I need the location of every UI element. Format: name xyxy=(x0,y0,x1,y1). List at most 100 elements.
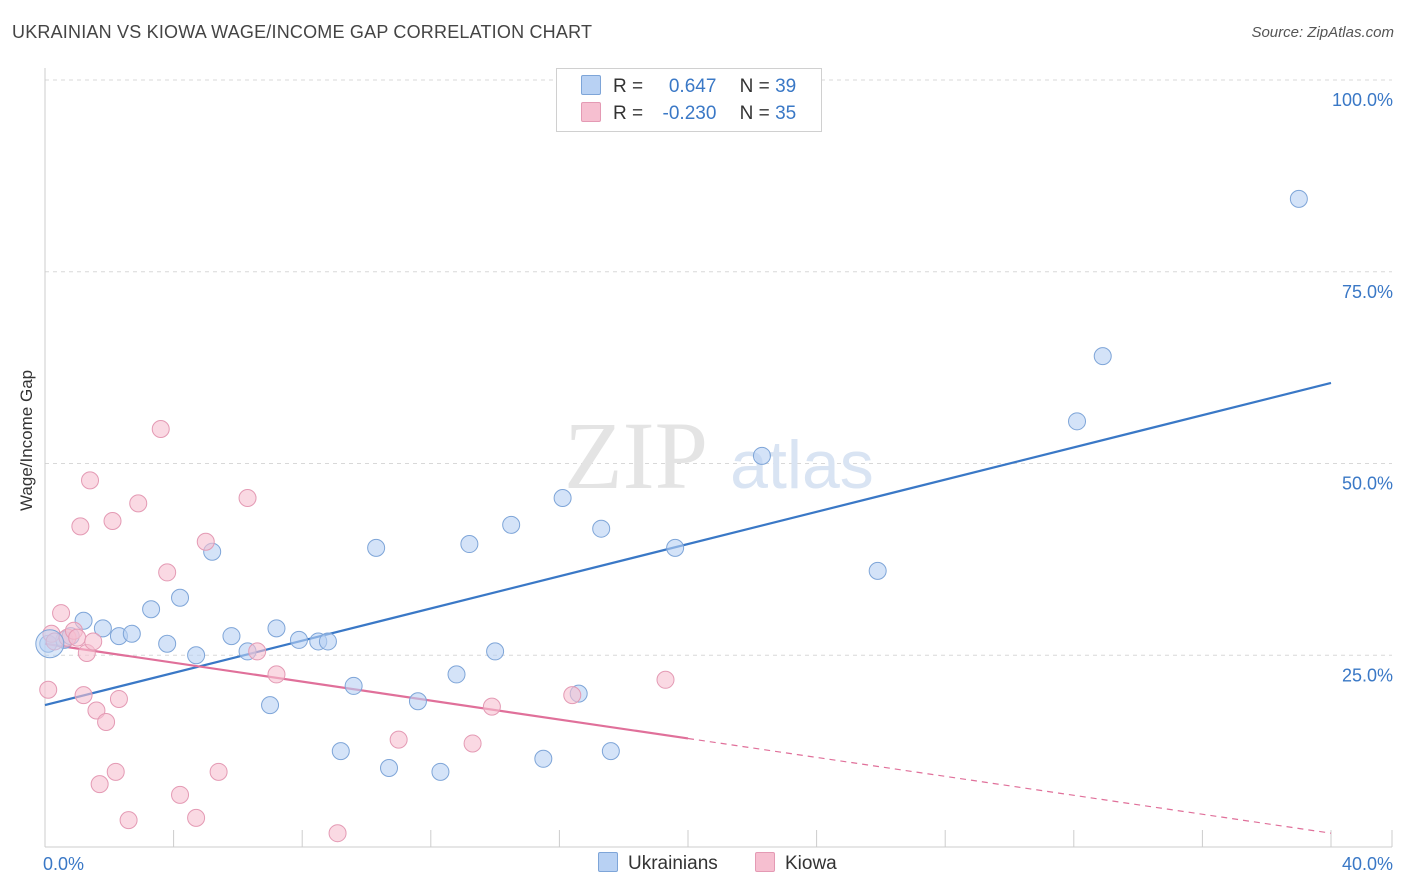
bottom-legend-kiowa: Kiowa xyxy=(755,852,837,875)
grid-lines xyxy=(45,79,1392,656)
bottom-legend-label: Kiowa xyxy=(785,853,837,874)
data-point xyxy=(344,676,363,695)
data-point xyxy=(331,742,350,761)
data-point xyxy=(68,628,87,647)
data-point xyxy=(248,642,267,661)
legend-n-value: 39 xyxy=(775,76,797,97)
data-point xyxy=(129,494,148,513)
legend-r-label: R = xyxy=(613,76,644,97)
axes xyxy=(44,68,1393,848)
data-point-cluster xyxy=(35,629,65,659)
data-point xyxy=(39,680,58,699)
bottom-legend-swatch-pink xyxy=(755,852,775,872)
data-points xyxy=(35,189,1308,843)
data-point xyxy=(460,535,479,554)
data-point xyxy=(367,538,386,557)
data-point xyxy=(71,517,90,536)
data-point xyxy=(563,686,582,705)
legend-r-value: -0.230 xyxy=(662,103,717,124)
y-tick-label: 100.0% xyxy=(1332,90,1393,110)
legend-row-ukrainians: R = 0.647 N = 39 xyxy=(581,75,796,99)
data-point xyxy=(534,749,553,768)
data-point xyxy=(267,619,286,638)
y-tick-label: 75.0% xyxy=(1342,282,1393,302)
legend-n-label: N = xyxy=(739,76,770,97)
data-point xyxy=(592,519,611,538)
page-title: UKRAINIAN VS KIOWA WAGE/INCOME GAP CORRE… xyxy=(12,22,593,42)
data-point xyxy=(97,712,116,731)
data-point xyxy=(389,730,408,749)
data-point xyxy=(93,619,112,638)
data-point xyxy=(109,689,128,708)
legend-n-label: N = xyxy=(739,103,770,124)
legend-row-kiowa: R = -0.230 N = 35 xyxy=(581,102,796,126)
data-point xyxy=(196,532,215,551)
data-point xyxy=(90,775,109,794)
data-point xyxy=(52,604,71,623)
legend-swatch-blue xyxy=(581,75,601,95)
y-tick-label: 25.0% xyxy=(1342,665,1393,685)
data-point xyxy=(171,785,190,804)
data-point xyxy=(142,600,161,619)
data-point xyxy=(463,734,482,753)
data-point xyxy=(74,686,93,705)
bottom-legend-swatch-blue xyxy=(598,852,618,872)
data-point xyxy=(171,588,190,607)
data-point xyxy=(380,758,399,777)
watermark-atlas: atlas xyxy=(730,427,874,503)
data-point xyxy=(103,512,122,531)
data-point xyxy=(222,627,241,646)
x-tick-label-min: 0.0% xyxy=(43,854,84,874)
data-point xyxy=(447,665,466,684)
data-point xyxy=(151,419,170,438)
data-point xyxy=(656,670,675,689)
data-point xyxy=(486,642,505,661)
watermark: ZIP atlas xyxy=(564,402,874,509)
data-point xyxy=(1093,347,1112,366)
legend-n-value: 35 xyxy=(775,103,797,124)
bottom-legend-label: Ukrainians xyxy=(628,853,718,874)
data-point xyxy=(752,446,771,465)
data-point xyxy=(187,646,206,665)
data-point xyxy=(666,538,685,557)
data-point xyxy=(158,563,177,582)
trend-line-extension-kiowa xyxy=(687,737,1332,834)
watermark-zip: ZIP xyxy=(564,402,708,509)
source-label: Source: ZipAtlas.com xyxy=(1251,24,1394,41)
data-point xyxy=(328,824,347,843)
data-point xyxy=(318,632,337,651)
trend-line-kiowa xyxy=(44,642,689,740)
data-point xyxy=(1289,189,1308,208)
data-point xyxy=(238,489,257,508)
tick-labels: 25.0% 50.0% 75.0% 100.0% 0.0% 40.0% xyxy=(43,90,1393,874)
data-point xyxy=(868,561,887,580)
data-point xyxy=(106,762,125,781)
data-point xyxy=(1068,412,1087,431)
y-tick-label: 50.0% xyxy=(1342,474,1393,494)
legend-r-label: R = xyxy=(613,103,644,124)
legend-r-value: 0.647 xyxy=(668,76,717,97)
data-point xyxy=(482,697,501,716)
data-point xyxy=(84,632,103,651)
data-point xyxy=(408,692,427,711)
correlation-legend: R = 0.647 N = 39 R = -0.230 N = 35 xyxy=(556,68,822,132)
data-point xyxy=(601,742,620,761)
data-point xyxy=(553,489,572,508)
data-point xyxy=(81,471,100,490)
data-point xyxy=(87,701,106,720)
data-point xyxy=(267,665,286,684)
data-point xyxy=(502,515,521,534)
data-point xyxy=(122,624,141,643)
data-point xyxy=(158,634,177,653)
legend-swatch-pink xyxy=(581,102,601,122)
y-axis-title: Wage/Income Gap xyxy=(17,369,36,511)
bottom-legend-ukrainians: Ukrainians xyxy=(598,852,718,875)
x-tick-label-max: 40.0% xyxy=(1342,854,1393,874)
data-point xyxy=(187,808,206,827)
data-point xyxy=(289,630,308,649)
data-point xyxy=(119,811,138,830)
data-point xyxy=(431,762,450,781)
data-point xyxy=(209,762,228,781)
data-point xyxy=(261,696,280,715)
